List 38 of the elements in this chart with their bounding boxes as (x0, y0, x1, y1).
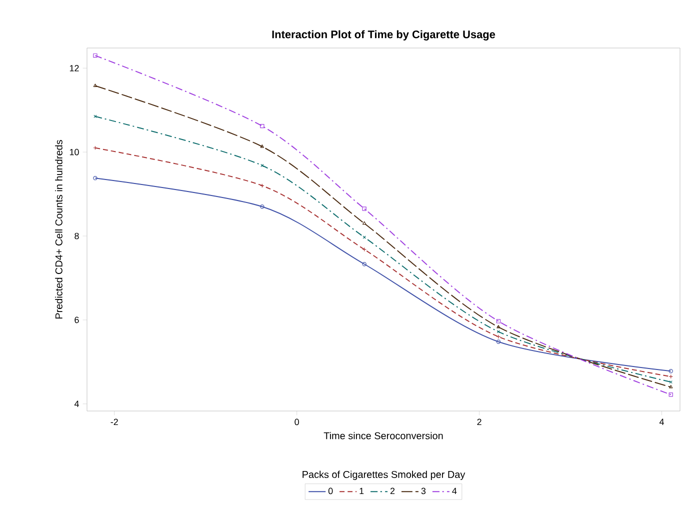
x-tick-label: 4 (659, 418, 664, 425)
point (260, 124, 264, 128)
y-axis-title: Predicted CD4+ Cell Counts in hundreds (55, 140, 62, 319)
point (362, 247, 366, 252)
point (260, 204, 264, 209)
legend-label: 3 (421, 488, 426, 494)
point (94, 114, 97, 118)
point (668, 392, 673, 397)
x-axis-title: Time since Seroconversion (324, 432, 443, 440)
y-tick-label: 4 (74, 400, 79, 407)
point (496, 319, 501, 324)
point (496, 330, 500, 334)
x-tick-label: -2 (110, 418, 118, 426)
chart-title: Interaction Plot of Time by Cigarette Usage (272, 30, 496, 41)
point (93, 53, 98, 58)
legend-label: 1 (360, 488, 364, 494)
x-tick-label: 0 (294, 418, 299, 426)
legend-label: 2 (390, 488, 395, 494)
point (496, 324, 500, 328)
x-tick-label: 2 (477, 418, 482, 426)
y-tick-label: 10 (70, 148, 79, 156)
point (260, 164, 264, 168)
point (669, 384, 673, 388)
point (362, 221, 366, 225)
point (260, 144, 264, 148)
legend-label: 4 (452, 488, 457, 494)
point (669, 380, 672, 384)
legend-title: Packs of Cigarettes Smoked per Day (302, 470, 466, 480)
point (93, 84, 98, 87)
y-tick-label: 8 (74, 232, 79, 240)
point (362, 236, 366, 239)
y-tick-label: 6 (74, 316, 79, 324)
point (496, 340, 501, 344)
point (362, 262, 366, 266)
point (496, 334, 501, 339)
y-tick-label: 12 (70, 65, 79, 72)
legend-label: 0 (328, 488, 333, 494)
point (362, 206, 366, 211)
